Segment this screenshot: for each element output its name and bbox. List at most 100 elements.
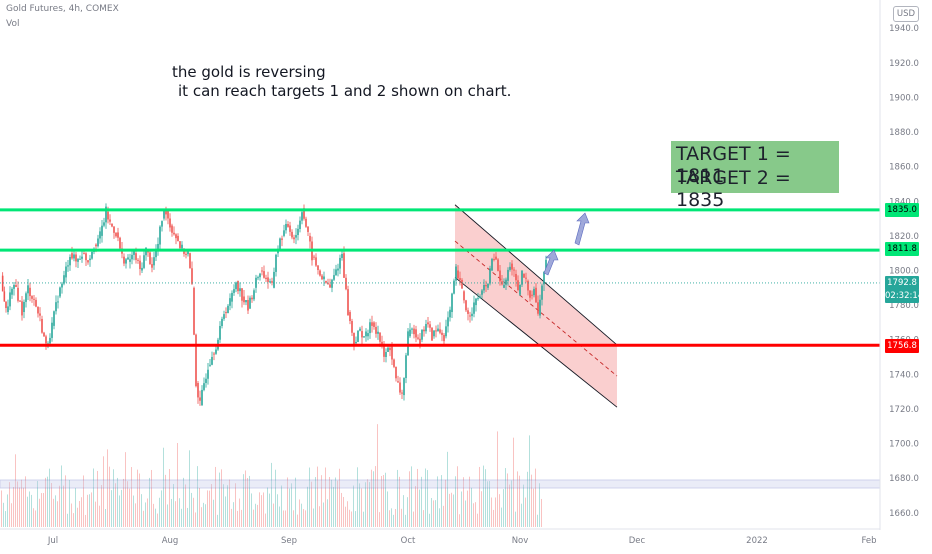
candle-body <box>185 253 187 255</box>
y-tick-label: 1680.0 <box>889 474 919 484</box>
volume-bar <box>483 465 484 527</box>
volume-bar <box>351 511 352 527</box>
candle-body <box>259 273 261 278</box>
targets-box[interactable]: TARGET 1 = 1811 TARGET 2 = 1835 <box>671 141 839 211</box>
candle-body <box>343 253 345 278</box>
volume-bar <box>425 468 426 527</box>
candle-body <box>39 313 41 316</box>
volume-bar <box>435 500 436 527</box>
candle-body <box>487 283 489 288</box>
candle-body <box>247 300 249 311</box>
volume-bar <box>61 465 62 527</box>
candle-body <box>49 337 51 344</box>
candle-body <box>425 324 427 332</box>
candle-body <box>381 341 383 345</box>
candle-body <box>231 292 233 302</box>
volume-bar <box>521 503 522 527</box>
volume-bar <box>225 496 226 527</box>
volume-bar <box>275 469 276 527</box>
volume-bar <box>31 494 32 527</box>
currency-badge[interactable]: USD <box>893 6 919 22</box>
volume-bar <box>261 495 262 527</box>
volume-bar <box>379 512 380 527</box>
volume-bar <box>179 498 180 527</box>
volume-bar <box>165 474 166 527</box>
candle-body <box>269 281 271 283</box>
volume-bar <box>511 480 512 527</box>
candle-body <box>279 238 281 249</box>
volume-bar <box>71 503 72 527</box>
candle-body <box>397 381 399 383</box>
annotation-line-1[interactable]: the gold is reversing <box>172 63 326 81</box>
volume-bar <box>323 502 324 527</box>
volume-bar <box>353 485 354 527</box>
price-tag-current: 1792.8 <box>885 276 919 290</box>
y-tick-label: 1780.0 <box>889 301 919 311</box>
volume-bar <box>185 484 186 527</box>
volume-bar <box>193 497 194 527</box>
candle-body <box>295 235 297 238</box>
target-arrows[interactable] <box>543 212 590 276</box>
volume-bar <box>301 503 302 527</box>
candle-body <box>495 256 497 260</box>
volume-bar <box>59 485 60 527</box>
price-axis[interactable]: 1660.01680.01700.01720.01740.01760.01780… <box>879 0 919 530</box>
volume-bar <box>21 479 22 527</box>
candle-body <box>451 293 453 313</box>
volume-bar <box>285 510 286 527</box>
volume-bar <box>233 502 234 527</box>
candle-body <box>45 336 47 344</box>
volume-bar <box>299 499 300 527</box>
volume-bar <box>369 482 370 527</box>
candle-body <box>95 244 97 247</box>
time-axis[interactable]: Jul Aug Sep Oct Nov Dec 2022 Feb <box>0 528 880 546</box>
candle-body <box>169 218 171 228</box>
volume-bar <box>507 473 508 527</box>
volume-bar <box>535 468 536 527</box>
candle-body <box>257 277 259 279</box>
candle-body <box>419 338 421 345</box>
y-tick-label: 1700.0 <box>889 440 919 450</box>
volume-bar <box>15 454 16 527</box>
candle-body <box>471 313 473 317</box>
x-tick-label: 2022 <box>746 536 768 546</box>
volume-bar <box>247 478 248 527</box>
candle-body <box>535 287 537 303</box>
candle-body <box>479 296 481 299</box>
price-levels[interactable] <box>0 208 880 347</box>
candle-body <box>349 312 351 321</box>
candle-body <box>15 285 17 287</box>
candle-body <box>493 259 495 261</box>
volume-bar <box>65 475 66 527</box>
candle-body <box>215 349 217 354</box>
candle-body <box>527 280 529 291</box>
descending-channel[interactable] <box>454 204 618 408</box>
volume-bar <box>415 486 416 527</box>
volume-bar <box>97 470 98 527</box>
volume-bar <box>357 467 358 527</box>
candle-body <box>507 269 509 281</box>
candle-body <box>541 285 543 300</box>
volume-bar <box>263 492 264 527</box>
arrow-to-target-2 <box>574 212 590 246</box>
volume-bar <box>467 490 468 527</box>
candle-body <box>111 223 113 227</box>
candle-body <box>37 306 39 314</box>
candle-body <box>499 270 501 282</box>
volume-bar <box>373 471 374 527</box>
volume-bar <box>175 501 176 527</box>
volume-bar <box>207 490 208 527</box>
candle-body <box>407 331 409 356</box>
volume-bar <box>297 514 298 527</box>
candle-body <box>359 328 361 331</box>
volume-bar <box>45 477 46 527</box>
candle-body <box>477 298 479 300</box>
candle-body <box>163 210 165 219</box>
target-2-text: TARGET 2 = 1835 <box>676 167 791 211</box>
volume-bar <box>117 477 118 527</box>
volume-bar <box>339 468 340 527</box>
volume-bar <box>295 477 296 527</box>
annotation-line-2[interactable]: it can reach targets 1 and 2 shown on ch… <box>178 82 512 100</box>
